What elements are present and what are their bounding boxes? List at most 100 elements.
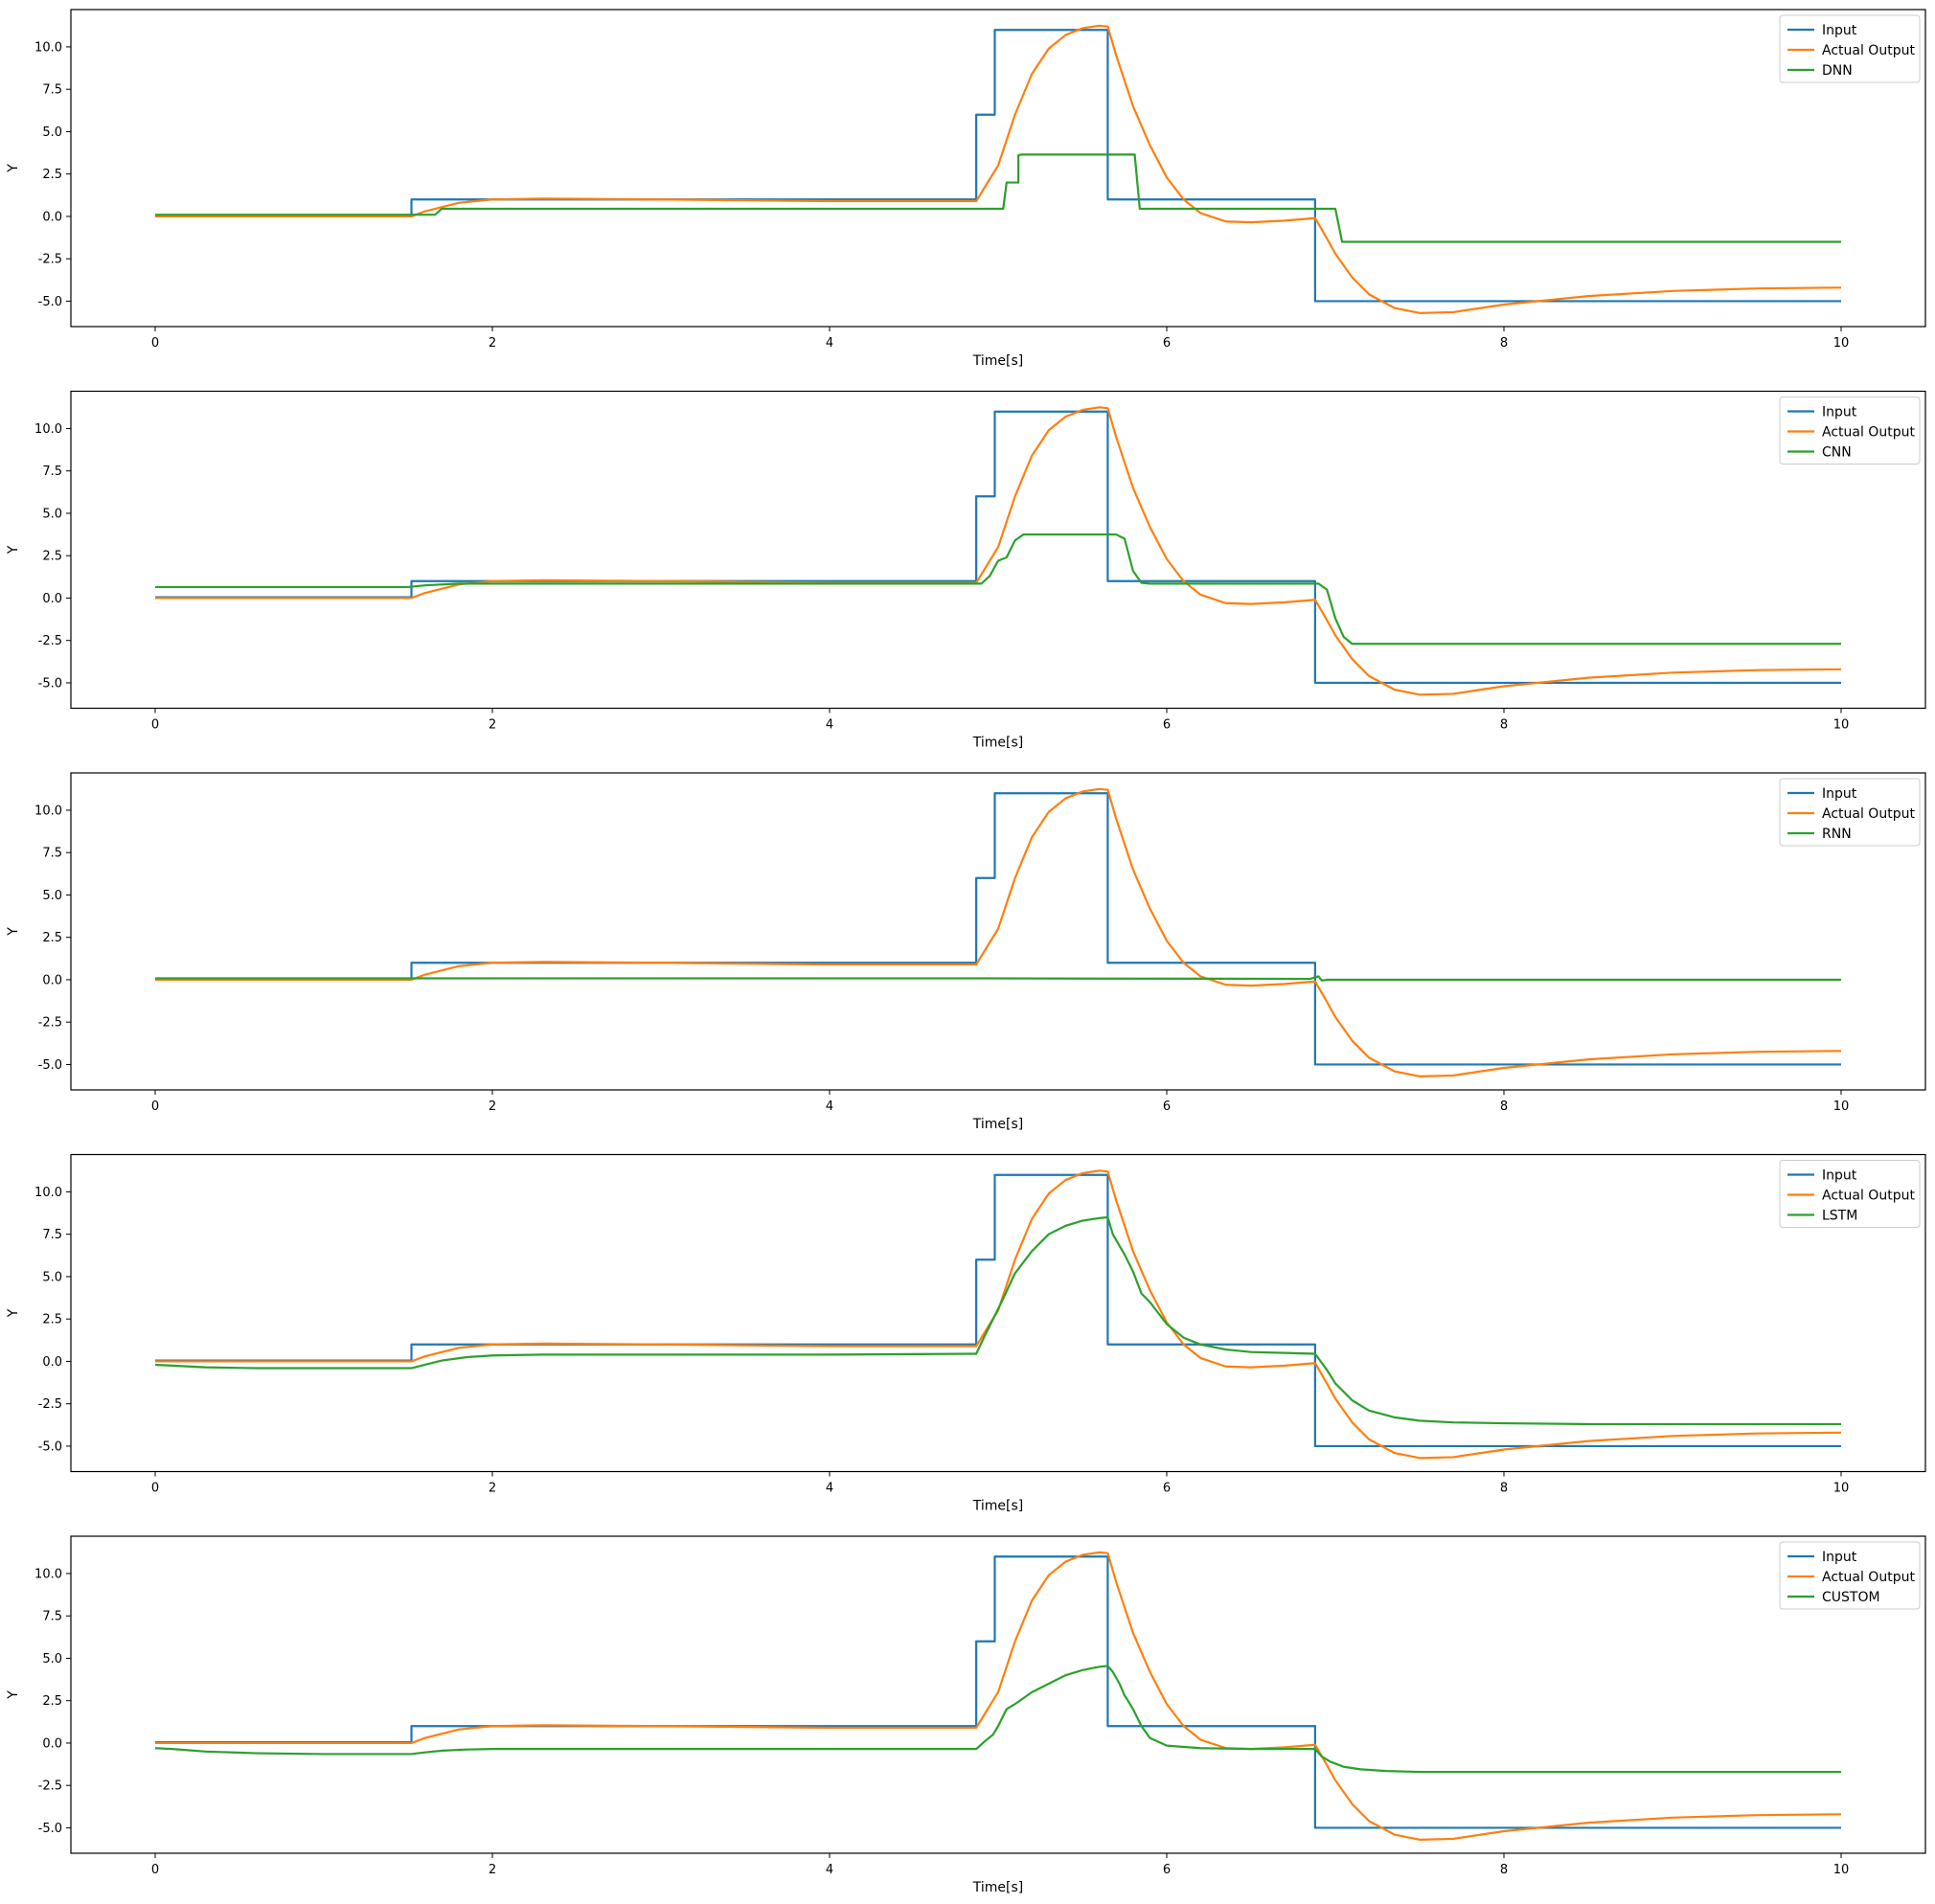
- y-axis-label: Y: [6, 164, 21, 173]
- y-tick-label: -5.0: [38, 1822, 62, 1836]
- series-line-actual-output: [155, 406, 1842, 696]
- legend-entry: Actual Output: [1822, 1570, 1915, 1585]
- x-tick-label: 2: [489, 718, 496, 733]
- legend-entry: Actual Output: [1822, 1189, 1915, 1204]
- subplot-2: 0 2 4 6 8 10 -5.0 -2.5 0.0 2.5 5.0 7.5 10.0 Time[s] Y I…: [6, 390, 1926, 751]
- x-tick-label: 10: [1833, 1482, 1850, 1496]
- x-tick-label: 8: [1500, 718, 1508, 733]
- y-tick-label: 10.0: [34, 40, 62, 55]
- y-axis-label: Y: [6, 1308, 21, 1318]
- axes-frame: [70, 390, 1926, 710]
- series-line-actual-output: [155, 1551, 1842, 1841]
- y-tick-label: -5.0: [38, 1439, 62, 1454]
- y-tick-label: 7.5: [42, 465, 62, 479]
- x-axis-label: Time[s]: [972, 1880, 1023, 1895]
- x-tick-label: 8: [1500, 336, 1508, 351]
- x-axis-label: Time[s]: [972, 353, 1023, 369]
- x-tick-label: 6: [1163, 1482, 1171, 1496]
- legend-entry: RNN: [1822, 827, 1852, 842]
- x-tick-label: 8: [1500, 1863, 1508, 1877]
- x-tick-label: 6: [1163, 336, 1171, 351]
- legend-entry: Input: [1822, 1168, 1857, 1184]
- legend-entry: Input: [1822, 1550, 1857, 1565]
- x-tick-label: 2: [489, 1482, 496, 1496]
- subplot-1: 0 2 4 6 8 10 -5.0 -2.5 0.0 2.5 5.0 7.5 10.0 Time[s] Y I…: [6, 9, 1926, 369]
- y-tick-label: 2.5: [42, 550, 62, 564]
- y-tick-label: 7.5: [42, 1228, 62, 1242]
- x-tick-label: 10: [1833, 336, 1850, 351]
- legend-entry: Actual Output: [1822, 43, 1915, 58]
- legend-entry: Input: [1822, 23, 1857, 38]
- legend-entry: Input: [1822, 786, 1857, 802]
- series-line-custom: [154, 1665, 1841, 1774]
- legend-box: [1779, 1160, 1921, 1228]
- x-tick-label: 0: [151, 1863, 159, 1877]
- y-tick-label: -2.5: [38, 253, 62, 267]
- y-tick-label: 5.0: [42, 889, 62, 903]
- y-tick-label: 0.0: [42, 592, 62, 606]
- y-tick-label: 5.0: [42, 1652, 62, 1666]
- y-tick-label: 0.0: [42, 1736, 62, 1751]
- series-line-actual-output: [155, 787, 1842, 1077]
- y-tick-label: -2.5: [38, 634, 62, 648]
- legend: Input Actual Output CNN: [1779, 397, 1921, 465]
- legend: Input Actual Output LSTM: [1779, 1160, 1921, 1228]
- x-tick-label: 10: [1833, 718, 1850, 733]
- legend-entry: CNN: [1822, 445, 1852, 461]
- y-tick-label: 2.5: [42, 1313, 62, 1327]
- x-tick-label: 4: [826, 1482, 833, 1496]
- legend: Input Actual Output CUSTOM: [1779, 1541, 1921, 1610]
- x-tick-label: 4: [826, 718, 833, 733]
- y-axis-label: Y: [6, 1690, 21, 1700]
- series-line-cnn: [155, 533, 1841, 646]
- legend-box: [1779, 778, 1921, 847]
- legend-entry: CUSTOM: [1822, 1590, 1880, 1605]
- y-tick-label: 7.5: [42, 1610, 62, 1624]
- legend-box: [1779, 1541, 1921, 1610]
- series-line-lstm: [154, 1215, 1841, 1426]
- x-tick-label: 2: [489, 1099, 496, 1114]
- legend-entry: Actual Output: [1822, 806, 1915, 822]
- x-tick-label: 4: [826, 1863, 833, 1877]
- x-tick-label: 8: [1500, 1482, 1508, 1496]
- y-tick-label: 10.0: [34, 1186, 62, 1200]
- x-axis-label: Time[s]: [972, 1499, 1023, 1514]
- y-tick-label: -5.0: [38, 676, 62, 691]
- y-tick-label: 5.0: [42, 125, 62, 140]
- legend: Input Actual Output DNN: [1779, 14, 1921, 83]
- y-tick-label: -2.5: [38, 1397, 62, 1412]
- x-tick-label: 10: [1833, 1099, 1850, 1114]
- subplot-3: 0 2 4 6 8 10 -5.0 -2.5 0.0 2.5 5.0 7.5 10.0 Time[s] Y I…: [6, 772, 1926, 1132]
- x-tick-label: 6: [1163, 1099, 1171, 1114]
- legend-entry: Actual Output: [1822, 425, 1915, 441]
- y-tick-label: 2.5: [42, 1694, 62, 1709]
- x-tick-label: 0: [151, 1099, 159, 1114]
- series-line-input: [155, 29, 1841, 303]
- x-tick-label: 2: [489, 336, 496, 351]
- series-line-input: [155, 410, 1841, 685]
- y-tick-label: 7.5: [42, 847, 62, 861]
- y-tick-label: -2.5: [38, 1779, 62, 1794]
- y-tick-label: 0.0: [42, 973, 62, 987]
- y-tick-label: -5.0: [38, 295, 62, 309]
- series-line-input: [155, 792, 1841, 1066]
- x-tick-label: 0: [151, 718, 159, 733]
- axes-frame: [70, 1535, 1926, 1854]
- legend-box: [1779, 14, 1921, 83]
- y-tick-label: 10.0: [34, 1567, 62, 1581]
- series-line-input: [155, 1173, 1841, 1448]
- y-tick-label: 0.0: [42, 210, 62, 224]
- y-tick-label: 5.0: [42, 1270, 62, 1284]
- x-tick-label: 0: [151, 336, 159, 351]
- series-line-dnn: [155, 153, 1841, 243]
- y-tick-label: -2.5: [38, 1016, 62, 1031]
- y-tick-label: 2.5: [42, 931, 62, 945]
- x-tick-label: 4: [826, 1099, 833, 1114]
- x-axis-label: Time[s]: [972, 1117, 1023, 1132]
- x-tick-label: 10: [1833, 1863, 1850, 1877]
- legend: Input Actual Output RNN: [1779, 778, 1921, 847]
- y-tick-label: 2.5: [42, 168, 62, 182]
- y-axis-label: Y: [6, 927, 21, 937]
- y-tick-label: 10.0: [34, 422, 62, 437]
